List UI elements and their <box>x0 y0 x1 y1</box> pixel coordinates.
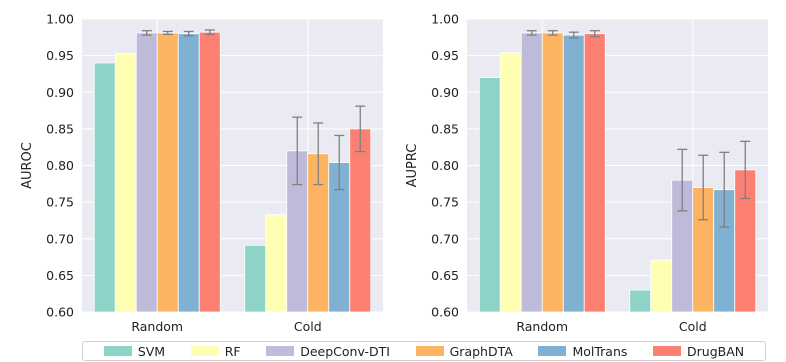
y-tick-label: 0.65 <box>431 268 459 283</box>
bar-rf-cold <box>265 214 288 313</box>
error-bar <box>547 30 558 36</box>
legend-item-rf: RF <box>190 343 241 359</box>
bar-drugban-random <box>583 33 606 313</box>
legend-label-drugban: DrugBAN <box>687 343 745 359</box>
x-tick-label: Random <box>131 319 183 334</box>
legend-label-moltrans: MolTrans <box>572 343 628 359</box>
y-tick-label: 0.80 <box>46 158 74 173</box>
error-bar <box>568 31 579 39</box>
error-bar <box>334 134 345 191</box>
y-tick-label: 0.60 <box>431 305 459 320</box>
error-bar <box>589 30 600 38</box>
error-bar <box>698 154 709 221</box>
error-bar <box>677 148 688 212</box>
y-tick-label: 0.85 <box>431 121 459 136</box>
y-tick-label: 0.65 <box>46 268 74 283</box>
error-bar <box>204 29 215 36</box>
legend: SVM RF DeepConv-DTI GraphDTA MolTrans Dr… <box>82 341 766 361</box>
y-tick-label: 0.70 <box>46 231 74 246</box>
y-axis-label: AUPRC <box>405 144 420 188</box>
error-bar <box>740 140 751 200</box>
error-bar <box>719 151 730 228</box>
legend-item-deepconv-dti: DeepConv-DTI <box>266 344 390 359</box>
bar-svm-cold <box>629 289 652 313</box>
auprc-chart: 0.60 0.65 0.70 0.75 0.80 0.85 0.90 0.95 1.00 Rand… <box>405 12 768 334</box>
y-tick-label: 0.75 <box>46 195 74 210</box>
legend-label-svm: SVM <box>137 343 166 359</box>
bar-rf-cold <box>650 259 673 313</box>
y-tick-label: 0.95 <box>431 48 459 63</box>
y-axis-label: AUROC <box>20 142 35 189</box>
bar-graphdta-random <box>541 32 564 313</box>
bar-moltrans-random <box>177 33 200 313</box>
legend-label-graphdta: GraphDTA <box>449 343 513 359</box>
y-tick-label: 0.85 <box>46 121 74 136</box>
bar-rf-random <box>114 53 137 313</box>
legend-item-moltrans: MolTrans <box>538 344 627 359</box>
legend-swatch-drugban <box>653 346 682 356</box>
x-tick-label: Random <box>516 319 568 334</box>
x-tick-label: Cold <box>679 319 707 334</box>
x-tick-label: Cold <box>294 319 322 334</box>
legend-swatch-rf <box>190 346 219 356</box>
error-bar <box>162 30 173 36</box>
bar-rf-random <box>499 52 522 313</box>
legend-swatch-svm <box>103 346 132 356</box>
y-tick-label: 1.00 <box>431 12 459 27</box>
legend-swatch-moltrans <box>538 346 567 356</box>
error-bar <box>355 105 366 153</box>
y-tick-label: 0.70 <box>431 231 459 246</box>
error-bar <box>292 116 303 186</box>
legend-swatch-deepconv-dti <box>266 346 295 356</box>
bar-svm-random <box>93 62 116 313</box>
y-tick-label: 0.75 <box>431 195 459 210</box>
y-tick-label: 0.90 <box>46 85 74 100</box>
legend-item-drugban: DrugBAN <box>653 344 744 359</box>
bar-svm-random <box>478 77 501 313</box>
bar-graphdta-random <box>156 32 179 313</box>
error-bar <box>141 30 152 36</box>
bar-deepconv-dti-random <box>520 32 543 313</box>
y-tick-label: 0.60 <box>46 305 74 320</box>
y-tick-label: 0.80 <box>431 158 459 173</box>
y-tick-label: 1.00 <box>46 12 74 27</box>
bar-deepconv-dti-random <box>135 32 158 313</box>
legend-label-deepconv-dti: DeepConv-DTI <box>300 343 390 359</box>
error-bar <box>313 122 324 186</box>
legend-label-rf: RF <box>224 343 241 359</box>
y-tick-label: 0.95 <box>46 48 74 63</box>
bar-drugban-random <box>198 31 221 313</box>
legend-item-graphdta: GraphDTA <box>415 343 513 359</box>
bar-svm-cold <box>244 244 267 313</box>
legend-swatch-graphdta <box>415 346 444 356</box>
bar-drugban-cold <box>349 128 372 313</box>
bar-moltrans-random <box>562 34 585 313</box>
auroc-chart: 0.60 0.65 0.70 0.75 0.80 0.85 0.90 0.95 1.00 Rand… <box>20 12 383 334</box>
legend-item-svm: SVM <box>103 343 166 359</box>
error-bar <box>183 30 194 37</box>
y-tick-label: 0.90 <box>431 85 459 100</box>
error-bar <box>526 30 537 36</box>
